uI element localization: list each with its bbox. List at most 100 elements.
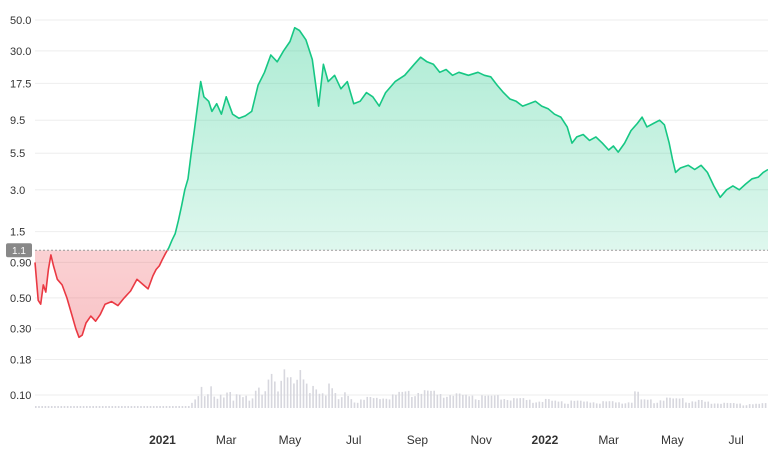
volume-bar xyxy=(688,402,690,408)
volume-bar xyxy=(640,399,643,408)
y-tick-label: 0.50 xyxy=(10,293,31,305)
volume-bar xyxy=(557,401,560,408)
volume-bar xyxy=(315,389,318,408)
baseline-reference: 1.1 xyxy=(6,243,768,258)
volume-bar xyxy=(162,406,165,408)
volume-bar xyxy=(248,400,251,408)
volume-bar xyxy=(89,406,91,408)
volume-bar xyxy=(152,406,155,408)
volume-bar xyxy=(178,406,181,408)
y-tick-label: 0.10 xyxy=(10,390,31,402)
volume-bar xyxy=(748,404,751,408)
volume-bar xyxy=(267,379,270,408)
volume-bar xyxy=(232,400,235,408)
volume-bar xyxy=(458,393,461,408)
volume-bar xyxy=(105,406,107,408)
volume-bar xyxy=(146,406,149,408)
volume-bar xyxy=(165,406,168,408)
volume-bar xyxy=(666,397,668,408)
volume-bar xyxy=(605,401,608,408)
x-tick-label: Jul xyxy=(346,433,361,447)
volume-bar xyxy=(175,406,177,408)
volume-bar xyxy=(254,390,257,408)
volume-bar xyxy=(200,386,203,408)
volume-bar xyxy=(136,406,139,408)
volume-bar xyxy=(395,394,397,408)
volume-bar xyxy=(289,377,292,408)
volume-bar xyxy=(114,406,117,408)
volume-bar xyxy=(414,396,416,408)
volume-bar xyxy=(270,373,273,408)
volume-bar xyxy=(729,403,732,408)
volume-bar xyxy=(57,406,59,408)
volume-bar xyxy=(95,406,98,408)
volume-bar xyxy=(261,394,263,408)
volume-bar xyxy=(506,400,509,408)
volume-bar xyxy=(302,379,305,408)
volume-bar xyxy=(570,400,573,408)
volume-bar xyxy=(130,406,133,408)
volume-bar xyxy=(347,395,349,408)
volume-bar xyxy=(411,396,413,408)
volume-bar xyxy=(493,395,496,408)
volume-bar xyxy=(98,406,101,408)
volume-bar xyxy=(299,370,302,408)
volume-bar xyxy=(650,399,652,408)
volume-bar xyxy=(697,399,700,408)
volume-bar xyxy=(156,406,158,408)
volume-bar xyxy=(70,406,72,408)
volume-bar xyxy=(579,400,582,408)
y-tick-label: 1.5 xyxy=(10,227,25,239)
volume-bar xyxy=(439,394,442,408)
volume-bar xyxy=(318,393,321,408)
volume-bar xyxy=(586,401,588,408)
volume-bar xyxy=(710,403,713,408)
volume-bar xyxy=(462,394,464,408)
volume-bar xyxy=(296,379,298,408)
volume-bar xyxy=(509,400,512,408)
volume-bar xyxy=(226,392,228,408)
x-tick-label: Jul xyxy=(728,433,743,447)
volume-bar xyxy=(101,406,104,408)
volume-bar xyxy=(305,383,308,408)
volume-bar xyxy=(73,406,75,408)
volume-bar xyxy=(554,400,557,408)
y-tick-label: 5.5 xyxy=(10,148,25,160)
y-tick-label: 17.5 xyxy=(10,78,31,90)
x-tick-label: Mar xyxy=(598,433,619,447)
volume-bar xyxy=(490,395,493,408)
volume-bar xyxy=(752,404,754,408)
volume-bar xyxy=(672,398,674,408)
price-line-down xyxy=(34,250,169,339)
volume-bar xyxy=(513,398,515,408)
volume-bar xyxy=(548,399,550,408)
volume-bar xyxy=(745,405,748,408)
x-tick-label: 2022 xyxy=(532,433,559,447)
volume-bar xyxy=(465,394,467,408)
volume-bar xyxy=(111,406,114,408)
volume-bar xyxy=(108,406,110,408)
volume-bar xyxy=(634,391,636,408)
volume-bar xyxy=(140,406,142,408)
volume-bar xyxy=(761,403,764,408)
volume-bar xyxy=(621,403,623,408)
volume-bar xyxy=(742,405,745,408)
volume-bar xyxy=(544,398,547,408)
volume-bar xyxy=(229,391,232,408)
volume-bar xyxy=(532,402,534,408)
volume-bar xyxy=(468,396,471,408)
volume-bar xyxy=(484,395,486,408)
volume-bar xyxy=(707,401,710,408)
y-tick-label: 0.30 xyxy=(10,324,31,336)
volume-bar xyxy=(551,400,553,408)
volume-bar xyxy=(669,397,671,408)
volume-bar xyxy=(564,403,566,408)
y-tick-label: 0.90 xyxy=(10,257,31,269)
volume-bar xyxy=(576,400,579,408)
volume-bar xyxy=(143,406,145,408)
volume-bar xyxy=(235,394,238,408)
volume-bar xyxy=(503,399,506,408)
volume-bar xyxy=(251,398,254,408)
volume-bar xyxy=(360,399,362,408)
